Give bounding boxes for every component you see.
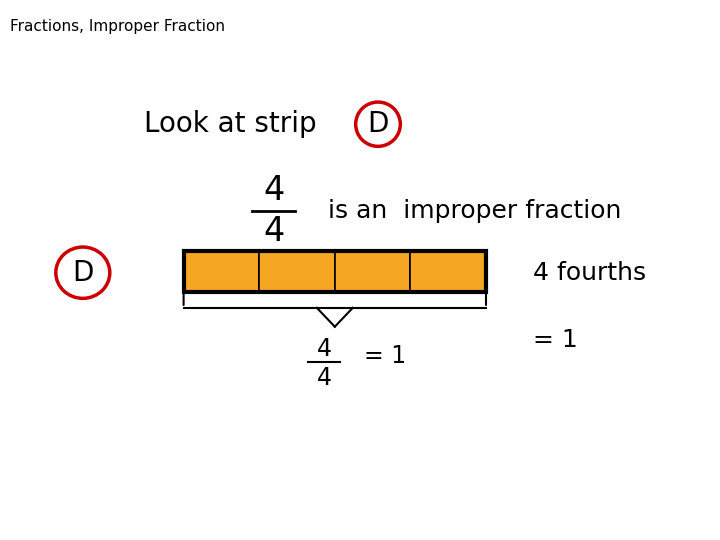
- Text: is an  improper fraction: is an improper fraction: [328, 199, 621, 222]
- Text: D: D: [367, 110, 389, 138]
- Text: Look at strip: Look at strip: [144, 110, 317, 138]
- Bar: [335, 251, 410, 292]
- Text: D: D: [72, 259, 94, 287]
- Text: 4: 4: [263, 214, 284, 248]
- Bar: [184, 251, 486, 292]
- Bar: [184, 251, 259, 292]
- Text: = 1: = 1: [533, 328, 577, 352]
- Bar: [410, 251, 486, 292]
- Text: Fractions, Improper Fraction: Fractions, Improper Fraction: [10, 19, 225, 34]
- Bar: [259, 251, 335, 292]
- Text: 4: 4: [263, 173, 284, 207]
- Text: 4: 4: [317, 338, 331, 361]
- Text: 4: 4: [317, 366, 331, 390]
- Text: 4 fourths: 4 fourths: [533, 261, 646, 285]
- Text: = 1: = 1: [364, 345, 406, 368]
